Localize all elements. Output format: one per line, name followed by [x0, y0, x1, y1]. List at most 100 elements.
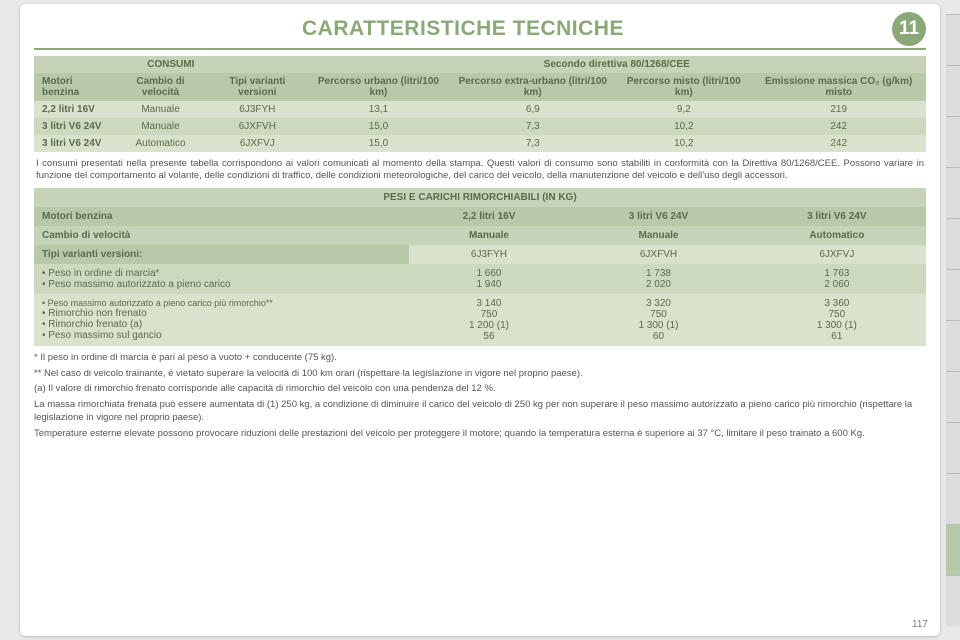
val: 1 300 (1): [752, 320, 922, 331]
note: (a) Il valore di rimorchio frenato corri…: [34, 383, 926, 396]
lbl: • Peso massimo sul gancio: [42, 330, 405, 341]
cell: Automatico: [748, 226, 926, 245]
cell: Manuale: [114, 118, 207, 135]
cell: 1 7382 020: [569, 264, 747, 294]
cell: 15,0: [308, 118, 450, 135]
tab: [946, 65, 960, 116]
col-motori: Motori benzina: [34, 73, 114, 101]
cell: 10,2: [616, 118, 751, 135]
cell: 7,3: [449, 118, 616, 135]
tab: [946, 473, 960, 524]
page-title: CARATTERISTICHE TECNICHE: [302, 17, 624, 41]
row-cambio: Cambio di velocità: [34, 226, 409, 245]
col-misto: Percorso misto (litri/100 km): [616, 73, 751, 101]
cell: 1 7632 060: [748, 264, 926, 294]
row-peso-grp1: • Peso in ordine di marcia* • Peso massi…: [34, 264, 409, 294]
tab: [946, 218, 960, 269]
val: 56: [413, 331, 566, 342]
page-header: CARATTERISTICHE TECNICHE 11: [34, 12, 926, 50]
val: 1 200 (1): [413, 320, 566, 331]
consumption-table: CONSUMI Secondo direttiva 80/1268/CEE Mo…: [34, 56, 926, 152]
col-v6a: 3 litri V6 24V: [569, 207, 747, 226]
col-extra: Percorso extra-urbano (litri/100 km): [449, 73, 616, 101]
val: 1 763: [752, 268, 922, 279]
val: 3 360: [752, 298, 922, 309]
cell: 2,2 litri 16V: [34, 101, 114, 118]
tab: [946, 422, 960, 473]
col-v6b: 3 litri V6 24V: [748, 207, 926, 226]
note: La massa rimorchiata frenata può essere …: [34, 399, 926, 425]
cell: 3 litri V6 24V: [34, 118, 114, 135]
val: 750: [573, 309, 743, 320]
cell: Automatico: [114, 135, 207, 152]
tab: [946, 269, 960, 320]
cell: 6JXFVH: [207, 118, 307, 135]
cell: 242: [751, 118, 926, 135]
cell: 13,1: [308, 101, 450, 118]
cell: 6,9: [449, 101, 616, 118]
note: * Il peso in ordine di marcia è pari al …: [34, 352, 926, 365]
tab-active: [946, 524, 960, 575]
val: 750: [752, 309, 922, 320]
cell: 6JXFVJ: [207, 135, 307, 152]
side-tabs: [946, 14, 960, 626]
footnotes: * Il peso in ordine di marcia è pari al …: [34, 352, 926, 441]
lbl: • Peso massimo autorizzato a pieno caric…: [42, 298, 405, 308]
cell: 9,2: [616, 101, 751, 118]
val: 1 300 (1): [573, 320, 743, 331]
col-motori2: Motori benzina: [34, 207, 409, 226]
tab: [946, 116, 960, 167]
cell: 219: [751, 101, 926, 118]
row-peso-grp2: • Peso massimo autorizzato a pieno caric…: [34, 294, 409, 346]
cell: 242: [751, 135, 926, 152]
col-cambio: Cambio di velocità: [114, 73, 207, 101]
cell: 3 litri V6 24V: [34, 135, 114, 152]
cell: 15,0: [308, 135, 450, 152]
cell: Manuale: [569, 226, 747, 245]
consumption-note: I consumi presentati nella presente tabe…: [36, 158, 924, 182]
cell: 6J3FYH: [207, 101, 307, 118]
col-tipi: Tipi varianti versioni: [207, 73, 307, 101]
cell: 6JXFVJ: [748, 245, 926, 264]
cell: 3 3607501 300 (1)61: [748, 294, 926, 346]
note: Temperature esterne elevate possono prov…: [34, 428, 926, 441]
col-22: 2,2 litri 16V: [409, 207, 570, 226]
page-number: 117: [912, 619, 928, 630]
lbl: • Peso massimo autorizzato a pieno caric…: [42, 279, 405, 290]
note: ** Nel caso di veicolo trainante, è viet…: [34, 368, 926, 381]
lbl: • Rimorchio non frenato: [42, 308, 405, 319]
document-page: CARATTERISTICHE TECNICHE 11 CONSUMI Seco…: [20, 4, 940, 636]
cell: 3 3207501 300 (1)60: [569, 294, 747, 346]
consumi-header: CONSUMI: [34, 56, 308, 73]
col-urbano: Percorso urbano (litri/100 km): [308, 73, 450, 101]
weights-title: PESI E CARICHI RIMORCHIABILI (IN KG): [34, 188, 926, 207]
val: 1 940: [413, 279, 566, 290]
val: 1 660: [413, 268, 566, 279]
val: 3 140: [413, 298, 566, 309]
cell: 10,2: [616, 135, 751, 152]
cell: 6JXFVH: [569, 245, 747, 264]
cell: Manuale: [114, 101, 207, 118]
tab: [946, 575, 960, 626]
directive-header: Secondo direttiva 80/1268/CEE: [308, 56, 926, 73]
val: 2 060: [752, 279, 922, 290]
cell: 1 6601 940: [409, 264, 570, 294]
val: 2 020: [573, 279, 743, 290]
row-tipi: Tipi varianti versioni:: [34, 245, 409, 264]
lbl: • Peso in ordine di marcia*: [42, 268, 405, 279]
chapter-badge: 11: [892, 12, 926, 46]
col-co2: Emissione massica CO₂ (g/km) misto: [751, 73, 926, 101]
cell: 3 1407501 200 (1)56: [409, 294, 570, 346]
tab: [946, 167, 960, 218]
cell: Manuale: [409, 226, 570, 245]
val: 60: [573, 331, 743, 342]
lbl: • Rimorchio frenato (a): [42, 319, 405, 330]
cell: 7,3: [449, 135, 616, 152]
tab: [946, 14, 960, 65]
val: 1 738: [573, 268, 743, 279]
val: 3 320: [573, 298, 743, 309]
val: 61: [752, 331, 922, 342]
cell: 6J3FYH: [409, 245, 570, 264]
val: 750: [413, 309, 566, 320]
tab: [946, 320, 960, 371]
